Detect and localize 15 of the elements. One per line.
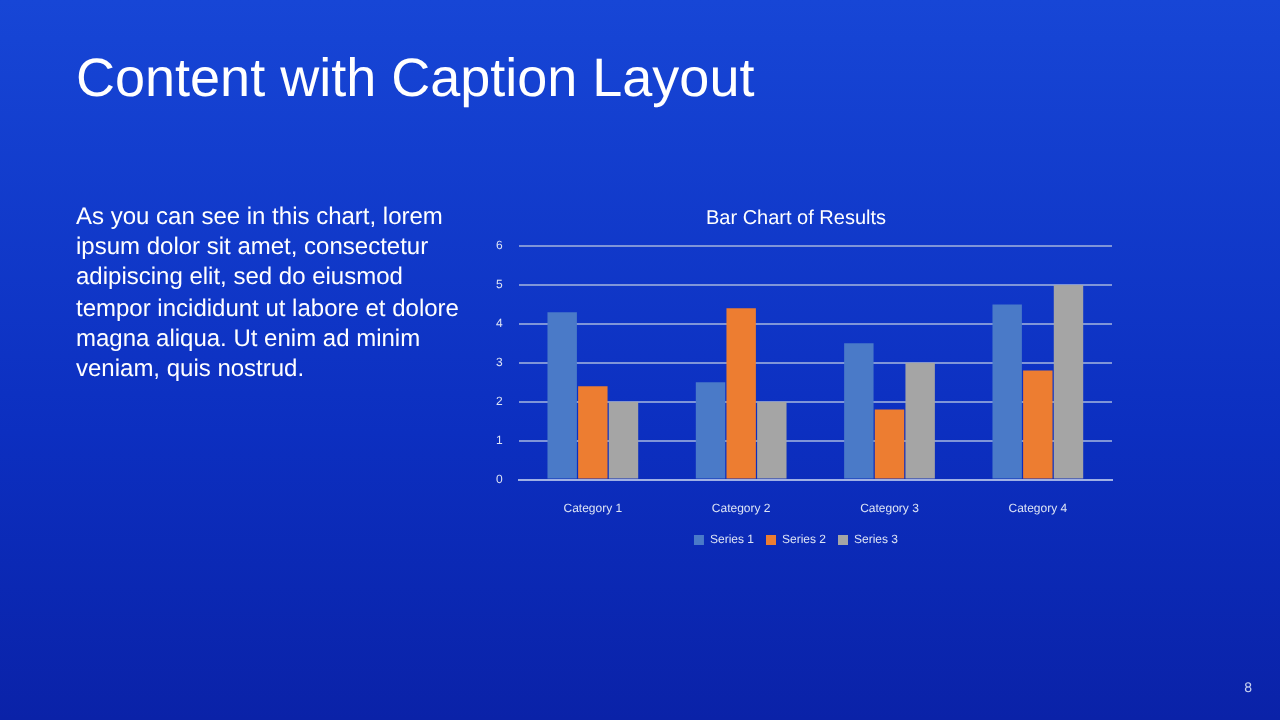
bar [992, 304, 1022, 479]
bar [1053, 284, 1084, 479]
chart-title: Bar Chart of Results [705, 207, 887, 230]
bar [547, 312, 577, 479]
text: As you can see in this chart, lorem ipsum dolor sit amet, consectetur adipiscing elit, sed do eiusmod tempor incididunt ut labore et dolore magna aliqua. Ut enim ad minim veniam, quis nostrud. [76, 202, 461, 385]
bar [874, 409, 905, 479]
bar [757, 401, 787, 479]
bar [726, 308, 756, 479]
bar [905, 362, 935, 479]
bar [608, 401, 639, 479]
text: Content with Caption Layout [76, 48, 755, 110]
bar [578, 386, 608, 479]
bar [844, 343, 874, 479]
bar [1023, 370, 1053, 479]
bar [695, 382, 726, 479]
